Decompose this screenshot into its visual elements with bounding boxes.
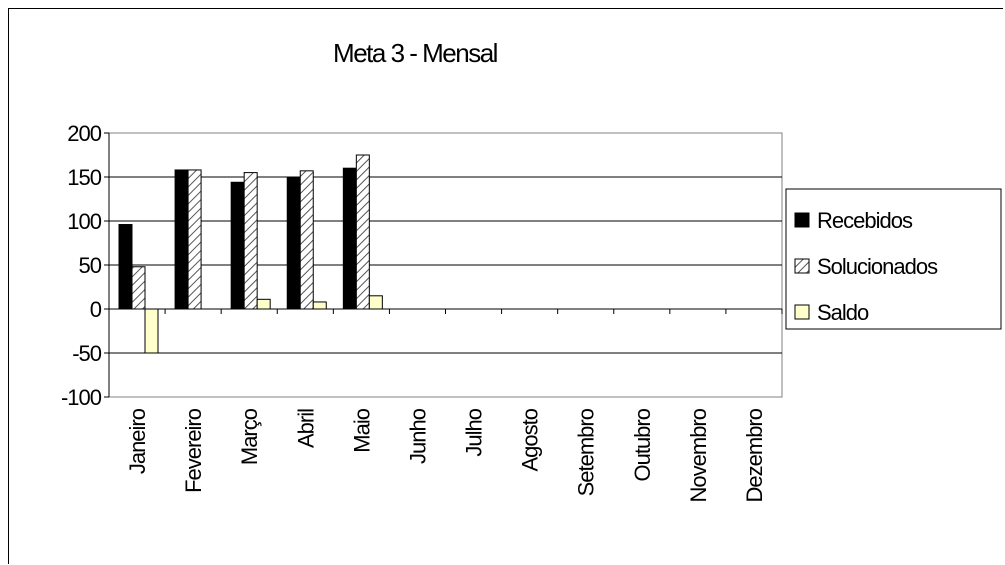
- bar-solucionados-maio: [355, 154, 370, 310]
- x-tick-label: Março: [237, 408, 262, 465]
- bar-recebidos-fevereiro: [174, 169, 189, 310]
- bar-solucionados-março: [243, 172, 258, 310]
- legend-swatch-saldo: [794, 304, 810, 320]
- legend-swatch-recebidos: [794, 212, 810, 228]
- y-tick-label: 200: [67, 121, 101, 146]
- y-tick-label: 0: [90, 297, 102, 322]
- x-tick-label: Agosto: [518, 408, 543, 471]
- plot-area: 200 150 100 50 0 -50 -100 Janeiro Fevereiro Março…: [61, 121, 783, 502]
- y-tick-label: 150: [67, 165, 101, 190]
- x-tick-label: Junho: [405, 408, 430, 464]
- legend-swatch-solucionados: [794, 258, 810, 274]
- bar-saldo-março: [256, 298, 271, 310]
- chart-frame: Meta 3 - Mensal 200 150 100 50 0 -50 -100 Janei…: [8, 8, 1003, 564]
- legend-label-solucionados: Solucionados: [817, 254, 938, 279]
- bar-solucionados-janeiro: [131, 266, 146, 310]
- bar-recebidos-março: [230, 181, 245, 310]
- y-tick-label: 50: [79, 253, 102, 278]
- chart-svg: Meta 3 - Mensal 200 150 100 50 0 -50 -100 Janei…: [61, 38, 1002, 502]
- chart-title: Meta 3 - Mensal: [333, 38, 498, 68]
- x-tick-label: Julho: [462, 408, 487, 456]
- bar-saldo-janeiro: [144, 308, 159, 354]
- y-tick-label: -50: [72, 341, 102, 366]
- bar-saldo-abril: [312, 301, 327, 310]
- legend-box: [785, 188, 1002, 330]
- x-tick-label: Maio: [349, 408, 374, 452]
- bar-recebidos-maio: [342, 167, 357, 310]
- x-tick-label: Setembro: [574, 408, 599, 496]
- y-tick-label: 100: [67, 209, 101, 234]
- x-tick-label: Dezembro: [742, 408, 767, 502]
- x-tick-label: Novembro: [686, 408, 711, 502]
- legend-label-recebidos: Recebidos: [817, 208, 913, 233]
- y-tick-label: -100: [61, 385, 102, 410]
- bar-recebidos-abril: [286, 177, 301, 310]
- x-tick-label: Abril: [293, 409, 318, 448]
- bar-solucionados-abril: [299, 170, 314, 310]
- legend-label-saldo: Saldo: [817, 300, 869, 325]
- bar-solucionados-fevereiro: [187, 169, 202, 310]
- x-tick-label: Outubro: [630, 408, 655, 481]
- legend: Recebidos Solucionados Saldo: [785, 188, 1002, 330]
- x-tick-label: Fevereiro: [181, 408, 206, 493]
- x-tick-label: Janeiro: [125, 408, 150, 474]
- bar-recebidos-janeiro: [118, 224, 133, 310]
- bar-saldo-maio: [368, 295, 383, 310]
